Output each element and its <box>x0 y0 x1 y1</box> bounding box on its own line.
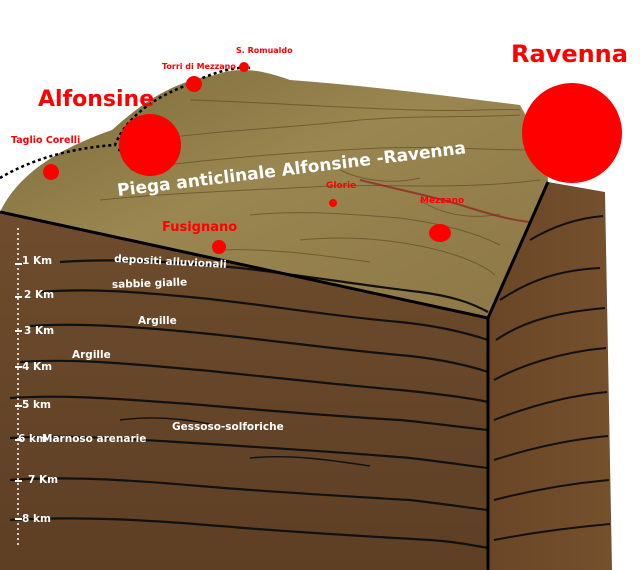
depth-4km: 4 Km <box>22 361 52 373</box>
mezzano-label: Mezzano <box>420 196 464 206</box>
depth-scale: 1 Km 2 Km 3 Km 4 Km 5 km 6 km 7 Km 8 km <box>15 228 58 545</box>
layer-argille-lower: Argille <box>72 349 111 361</box>
depth-5km: 5 km <box>22 399 51 411</box>
river-line <box>359 179 531 223</box>
s-romualdo-label: S. Romualdo <box>236 46 293 55</box>
fusignano-marker <box>212 240 226 254</box>
layer-depositi-alluvionali: depositi alluvionali <box>114 253 227 271</box>
alfonsine-label: Alfonsine <box>38 87 154 112</box>
side-strata-lines <box>493 215 611 541</box>
glorie-marker <box>329 199 337 207</box>
depth-3km: 3 Km <box>24 325 54 337</box>
anticline-outline <box>0 66 251 180</box>
layer-argille-upper: Argille <box>138 315 177 327</box>
town-markers <box>43 62 622 254</box>
alfonsine-marker <box>119 114 181 176</box>
taglio-corelli-marker <box>43 164 59 180</box>
depth-7km: 7 Km <box>28 474 58 486</box>
depth-6km: 6 km <box>18 433 47 445</box>
taglio-corelli-label: Taglio Corelli <box>11 135 80 146</box>
depth-8km: 8 km <box>22 513 51 525</box>
layer-sabbie-gialle: sabbie gialle <box>112 276 188 291</box>
block-edges <box>0 181 550 570</box>
glorie-label: Glorie <box>326 181 356 191</box>
torri-di-mezzano-marker <box>186 76 202 92</box>
surface-texture <box>99 99 541 276</box>
depth-2km: 2 Km <box>24 289 54 301</box>
layer-gessoso-solforiche: Gessoso-solforiche <box>172 421 284 433</box>
block-side-face <box>488 182 612 570</box>
strata-lines <box>9 259 489 550</box>
s-romualdo-marker <box>239 62 249 72</box>
mezzano-marker <box>429 224 451 242</box>
depth-1km: 1 Km <box>22 255 52 267</box>
fusignano-label: Fusignano <box>162 220 237 235</box>
ravenna-marker <box>522 83 622 183</box>
torri-di-mezzano-label: Torri di Mezzano <box>162 62 236 71</box>
layer-marnoso-arenarie: Marnoso arenarie <box>42 433 146 445</box>
ravenna-label: Ravenna <box>511 40 628 68</box>
